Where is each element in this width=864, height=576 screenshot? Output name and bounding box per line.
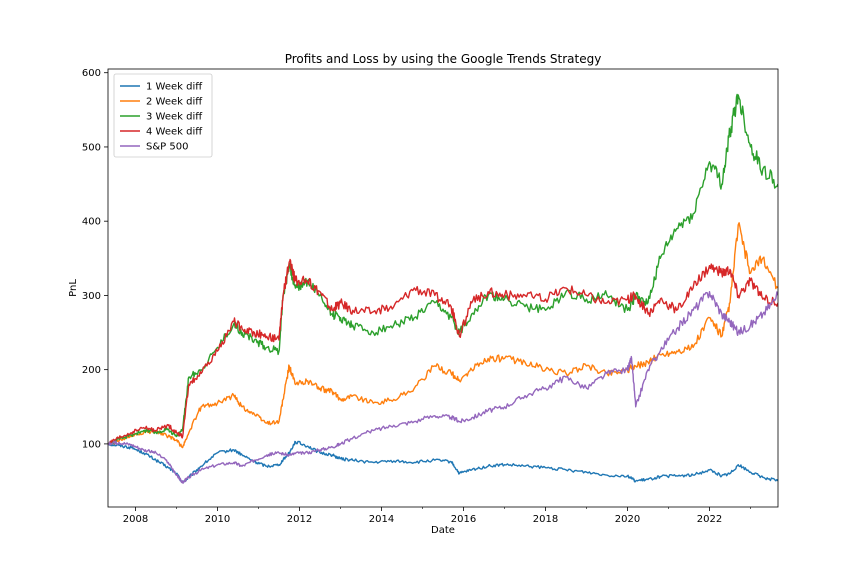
y-tick-label: 400 (82, 217, 101, 228)
y-tick-label: 600 (82, 68, 101, 79)
legend: 1 Week diff 2 Week diff 3 Week diff 4 Week … (113, 73, 213, 158)
legend-entry: 2 Week diff (146, 97, 203, 108)
plot-background (108, 69, 778, 507)
legend-entry: 1 Week diff (146, 82, 203, 93)
y-tick-label: 100 (82, 439, 101, 450)
y-tick-label: 200 (82, 365, 101, 376)
plot-frame (107, 68, 779, 508)
y-axis: 100 200 300 400 500 600 (82, 68, 108, 450)
legend-box (113, 73, 213, 158)
plot-area (107, 68, 779, 508)
legend-entry: 4 Week diff (146, 127, 203, 138)
y-axis-label: PnL (68, 279, 79, 297)
series-line-5 (108, 291, 778, 484)
y-tick-label: 500 (82, 142, 101, 153)
x-tick-label: 2016 (451, 514, 476, 525)
x-axis: 2008 2010 2012 2014 2016 2018 2020 2022 (123, 507, 751, 525)
series-line-4 (108, 258, 778, 445)
series-line-3 (108, 93, 778, 445)
x-tick-label: 2008 (123, 514, 148, 525)
x-tick-label: 2020 (615, 514, 640, 525)
x-axis-label: Date (431, 525, 455, 536)
x-tick-label: 2022 (697, 514, 722, 525)
legend-entry: 3 Week diff (146, 112, 203, 123)
series-line-2 (108, 222, 778, 449)
y-tick-label: 300 (82, 291, 101, 302)
x-tick-label: 2014 (369, 514, 394, 525)
x-tick-label: 2018 (533, 514, 558, 525)
series-layer (108, 93, 778, 484)
chart-title: Profits and Loss by using the Google Tre… (285, 52, 602, 66)
x-tick-label: 2012 (287, 514, 312, 525)
x-tick-label: 2010 (205, 514, 230, 525)
legend-entry: S&P 500 (146, 142, 188, 153)
series-line-1 (108, 440, 778, 484)
